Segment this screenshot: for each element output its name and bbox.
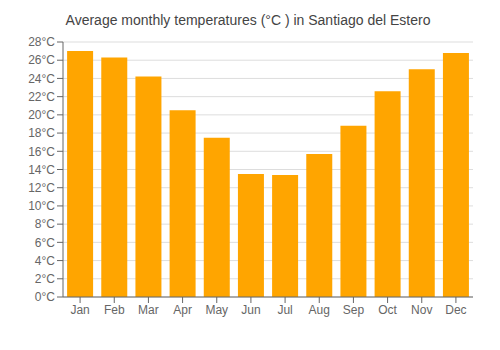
svg-text:Sep: Sep	[343, 303, 365, 317]
svg-text:16°C: 16°C	[28, 145, 55, 159]
svg-text:26°C: 26°C	[28, 53, 55, 67]
svg-text:Nov: Nov	[411, 303, 432, 317]
svg-text:Jul: Jul	[277, 303, 292, 317]
svg-text:Jun: Jun	[241, 303, 260, 317]
svg-text:Jan: Jan	[70, 303, 89, 317]
svg-text:Oct: Oct	[378, 303, 397, 317]
svg-text:Mar: Mar	[138, 303, 159, 317]
svg-text:10°C: 10°C	[28, 199, 55, 213]
html-text:Average monthly temperatures (: Average monthly temperatures (°C ) in Sa…	[65, 12, 431, 28]
svg-text:4°C: 4°C	[35, 254, 55, 268]
svg-text:22°C: 22°C	[28, 90, 55, 104]
svg-text:28°C: 28°C	[28, 35, 55, 49]
svg-text:12°C: 12°C	[28, 181, 55, 195]
svg-text:2°C: 2°C	[35, 272, 55, 286]
svg-text:14°C: 14°C	[28, 163, 55, 177]
svg-text:18°C: 18°C	[28, 126, 55, 140]
svg-text:Feb: Feb	[104, 303, 125, 317]
svg-text:May: May	[205, 303, 228, 317]
svg-text:Aug: Aug	[309, 303, 330, 317]
svg-text:Dec: Dec	[445, 303, 466, 317]
svg-text:24°C: 24°C	[28, 72, 55, 86]
svg-text:8°C: 8°C	[35, 217, 55, 231]
svg-text:20°C: 20°C	[28, 108, 55, 122]
svg-text:6°C: 6°C	[35, 236, 55, 250]
svg-text:Apr: Apr	[173, 303, 192, 317]
svg-text:0°C: 0°C	[35, 290, 55, 304]
